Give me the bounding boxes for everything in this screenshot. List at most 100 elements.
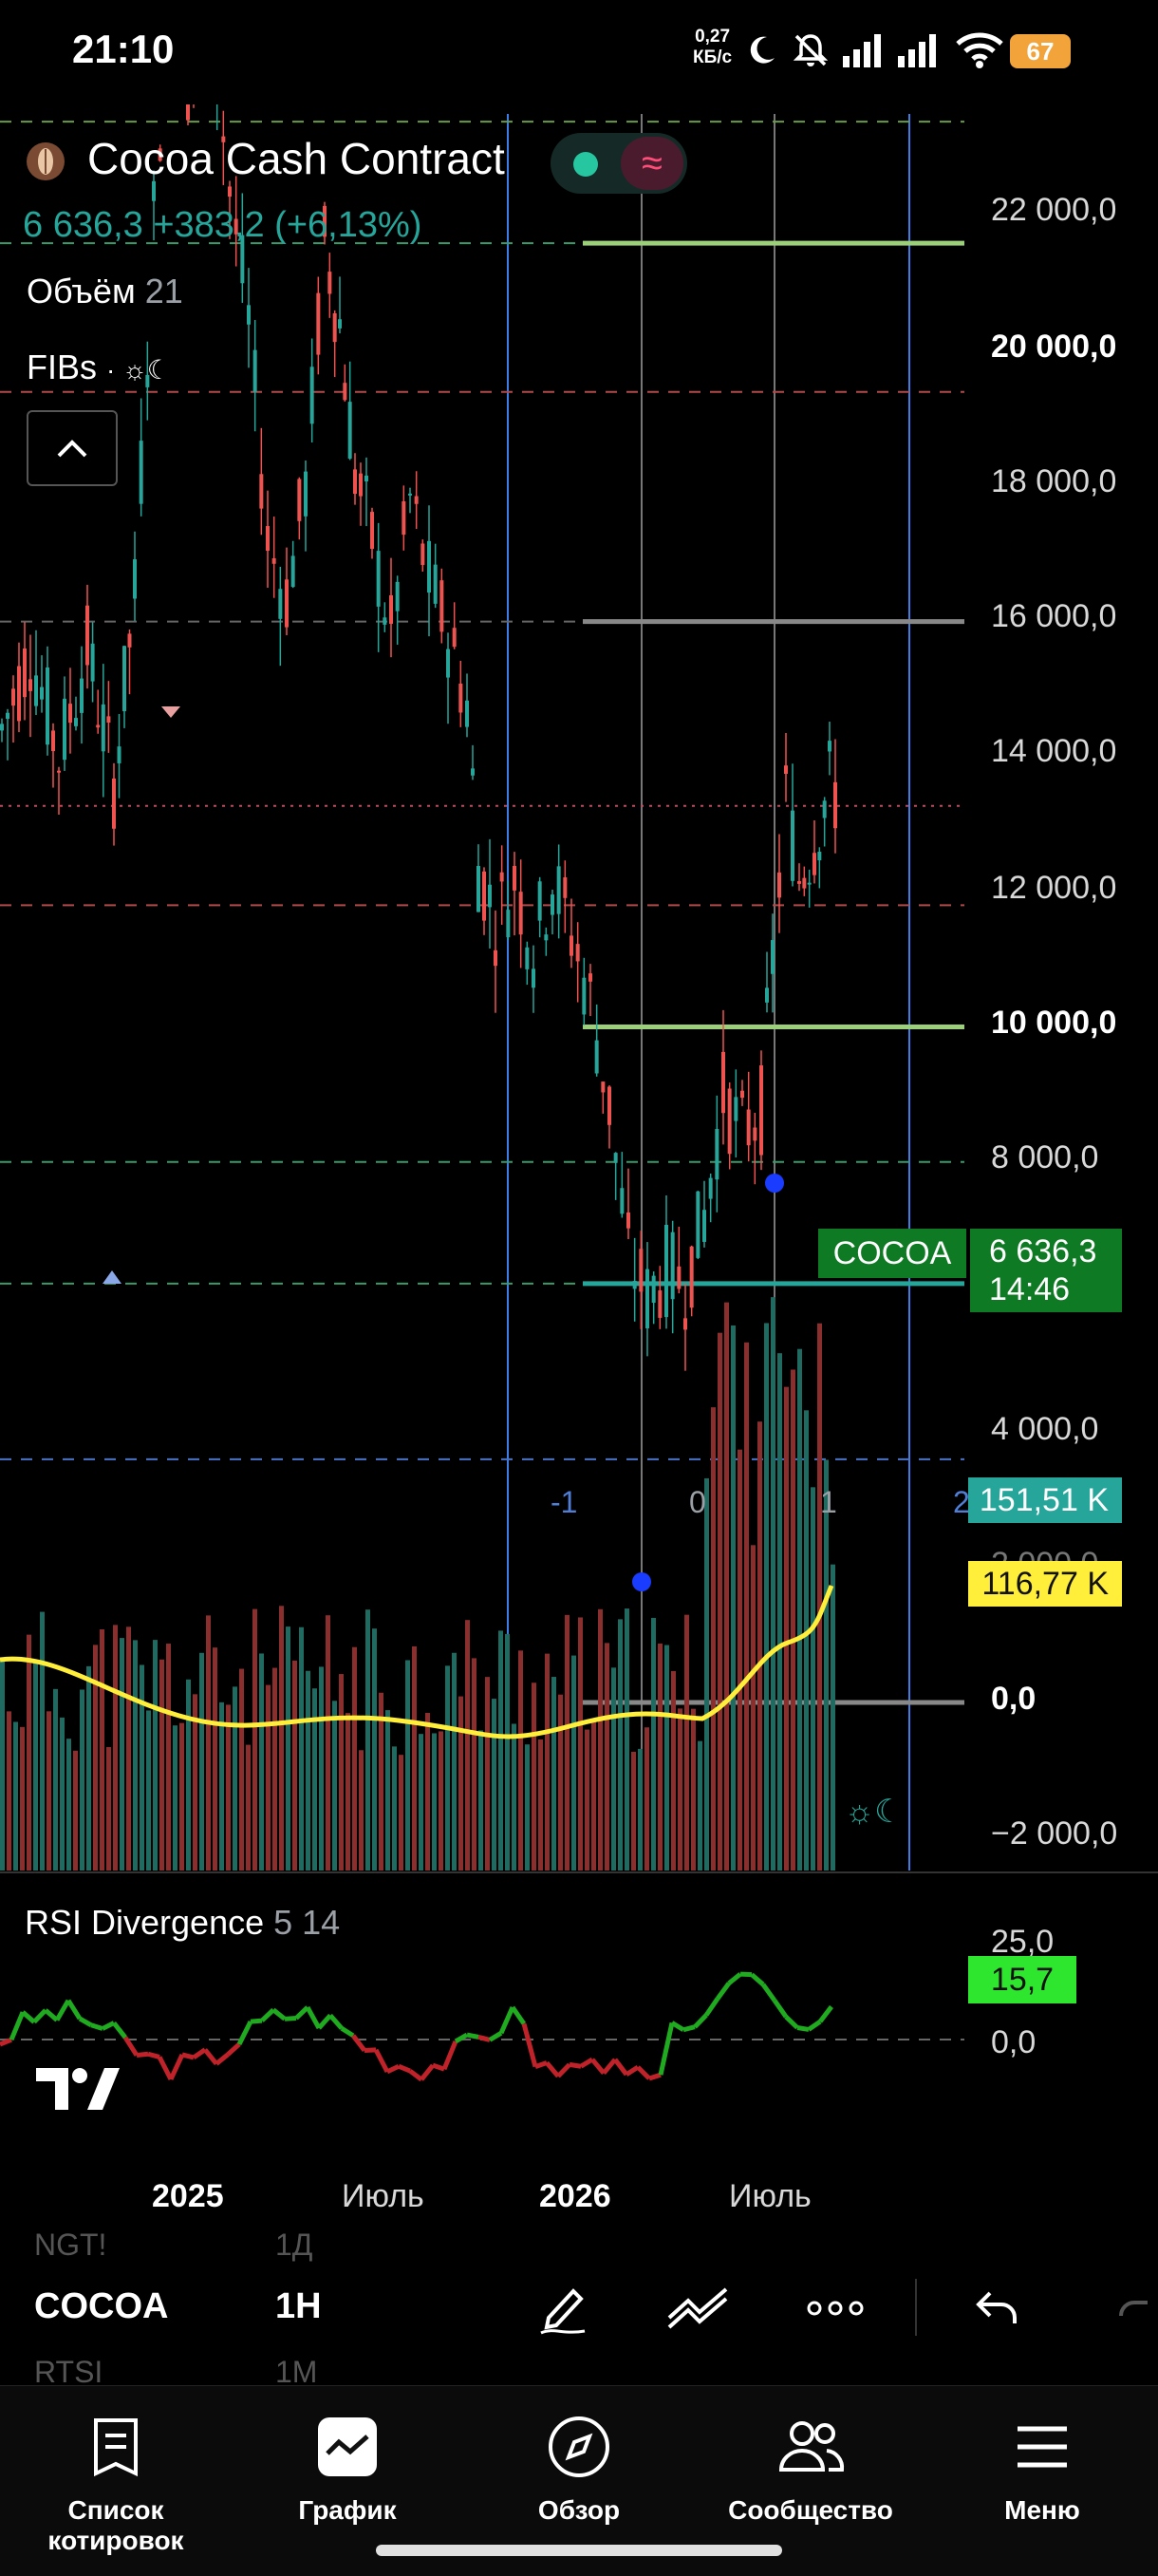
volume-bar bbox=[784, 1386, 789, 1871]
volume-bar bbox=[286, 1626, 290, 1871]
symbol-picker[interactable]: COCOA bbox=[34, 2286, 169, 2326]
fibs-legend[interactable]: FIBs · ☼☾ bbox=[27, 348, 171, 387]
candle-body bbox=[575, 944, 580, 962]
pencil-icon bbox=[540, 2288, 586, 2335]
cocoa-logo-icon[interactable] bbox=[27, 142, 65, 180]
candle-body bbox=[734, 1097, 738, 1121]
rsi-segment bbox=[739, 1971, 753, 1978]
volume-bar bbox=[532, 1683, 536, 1871]
candle-body bbox=[664, 1224, 668, 1318]
volume-bar bbox=[651, 1617, 656, 1871]
rsi-segment bbox=[90, 2022, 103, 2031]
indicator-lines bbox=[0, 1585, 834, 1739]
rsi-segment bbox=[294, 2005, 309, 2021]
candle-body bbox=[683, 1318, 687, 1330]
volume-bar bbox=[93, 1645, 98, 1871]
symbol-picker-next[interactable]: RTSI bbox=[34, 2355, 103, 2389]
rsi-segment bbox=[65, 1999, 83, 2021]
watchlist-icon bbox=[78, 2412, 154, 2482]
trend-line-icon bbox=[667, 2287, 728, 2329]
candle-body bbox=[639, 1249, 644, 1292]
candle-body bbox=[347, 402, 352, 460]
volume-bar bbox=[272, 1667, 277, 1871]
volume-bar bbox=[379, 1692, 383, 1871]
interval-picker-prev[interactable]: 1Д bbox=[275, 2228, 313, 2262]
candle-body bbox=[551, 894, 554, 915]
nav-menu[interactable]: Меню bbox=[928, 2402, 1156, 2554]
volume-bar bbox=[711, 1407, 716, 1871]
nav-chart[interactable]: График bbox=[233, 2402, 461, 2554]
volume-bar bbox=[664, 1645, 669, 1871]
rsi-segment bbox=[432, 2062, 445, 2072]
candle-body bbox=[259, 474, 264, 509]
rsi-segment bbox=[236, 2020, 253, 2046]
candles bbox=[0, 104, 837, 1591]
volume-bar bbox=[439, 1731, 443, 1871]
rsi-segment bbox=[590, 2058, 606, 2076]
volume-bar bbox=[346, 1713, 350, 1871]
candle-body bbox=[304, 471, 308, 517]
candle-body bbox=[807, 882, 812, 885]
trend-line-tool-button[interactable] bbox=[661, 2275, 737, 2341]
rsi-segment bbox=[340, 2026, 355, 2038]
candle-body bbox=[186, 104, 190, 121]
nav-community[interactable]: Сообщество bbox=[697, 2402, 925, 2554]
collapse-legend-button[interactable] bbox=[27, 410, 118, 486]
volume-bar bbox=[332, 1701, 337, 1871]
rsi-segment bbox=[625, 2065, 640, 2077]
candle-body bbox=[408, 493, 412, 496]
redo-button[interactable] bbox=[1101, 2275, 1158, 2341]
price-chart[interactable] bbox=[0, 104, 1158, 2231]
volume-bar bbox=[7, 1711, 11, 1871]
interval-picker-next[interactable]: 1M bbox=[275, 2355, 318, 2389]
data-delay-icon[interactable]: ≈ bbox=[621, 137, 683, 190]
interval-picker[interactable]: 1H bbox=[275, 2286, 322, 2326]
candle-body bbox=[420, 543, 425, 565]
rsi-segment bbox=[636, 2065, 651, 2080]
candle-body bbox=[812, 853, 816, 875]
volume-bar bbox=[319, 1666, 324, 1871]
symbol-picker-prev[interactable]: NGT! bbox=[34, 2228, 107, 2262]
home-indicator[interactable] bbox=[376, 2545, 782, 2556]
candle-body bbox=[537, 881, 542, 921]
volume-bar bbox=[385, 1710, 390, 1871]
volume-bar bbox=[73, 1750, 78, 1871]
tradingview-logo-icon[interactable] bbox=[32, 2062, 123, 2120]
notifications-off-icon bbox=[790, 28, 831, 72]
volume-bar bbox=[179, 1722, 184, 1871]
volume-bar bbox=[159, 1659, 164, 1871]
more-tools-button[interactable] bbox=[797, 2275, 873, 2341]
candle-body bbox=[343, 383, 347, 401]
draw-tool-button[interactable] bbox=[526, 2275, 602, 2341]
candle-body bbox=[658, 1290, 663, 1318]
candle-body bbox=[677, 1266, 682, 1289]
bar-countdown: 14:46 bbox=[989, 1271, 1071, 1307]
candle-body bbox=[68, 704, 72, 724]
rsi-segment bbox=[122, 2036, 140, 2057]
candle-body bbox=[395, 581, 400, 611]
signal-icon bbox=[894, 28, 942, 72]
candle-body bbox=[309, 367, 314, 424]
fib-time-label: -1 bbox=[551, 1485, 578, 1519]
rsi-legend[interactable]: RSI Divergence 5 14 bbox=[25, 1903, 340, 1943]
volume-bar bbox=[611, 1667, 616, 1871]
nav-watchlist[interactable]: Список котировок bbox=[2, 2402, 230, 2555]
candle-body bbox=[506, 910, 511, 938]
candle-body bbox=[458, 683, 463, 713]
session-toggle-icon[interactable]: ☼☾ bbox=[845, 1794, 904, 1830]
candle-body bbox=[285, 579, 289, 628]
volume-bar bbox=[638, 1748, 643, 1871]
symbol-title[interactable]: Cocoa Cash Contract bbox=[87, 134, 505, 183]
rsi-segment bbox=[305, 2005, 322, 2030]
candle-body bbox=[582, 977, 587, 1015]
volume-bar bbox=[219, 1702, 224, 1871]
candle-body bbox=[353, 469, 357, 495]
volume-bar bbox=[266, 1684, 271, 1871]
volume-legend[interactable]: Объём 21 bbox=[27, 272, 183, 311]
price-scale-label: 14 000,0 bbox=[991, 733, 1117, 769]
volume-bar bbox=[558, 1694, 563, 1871]
undo-button[interactable] bbox=[959, 2275, 1035, 2341]
community-icon bbox=[773, 2412, 849, 2482]
volume-bar bbox=[153, 1640, 158, 1871]
nav-explore[interactable]: Обзор bbox=[465, 2402, 693, 2554]
